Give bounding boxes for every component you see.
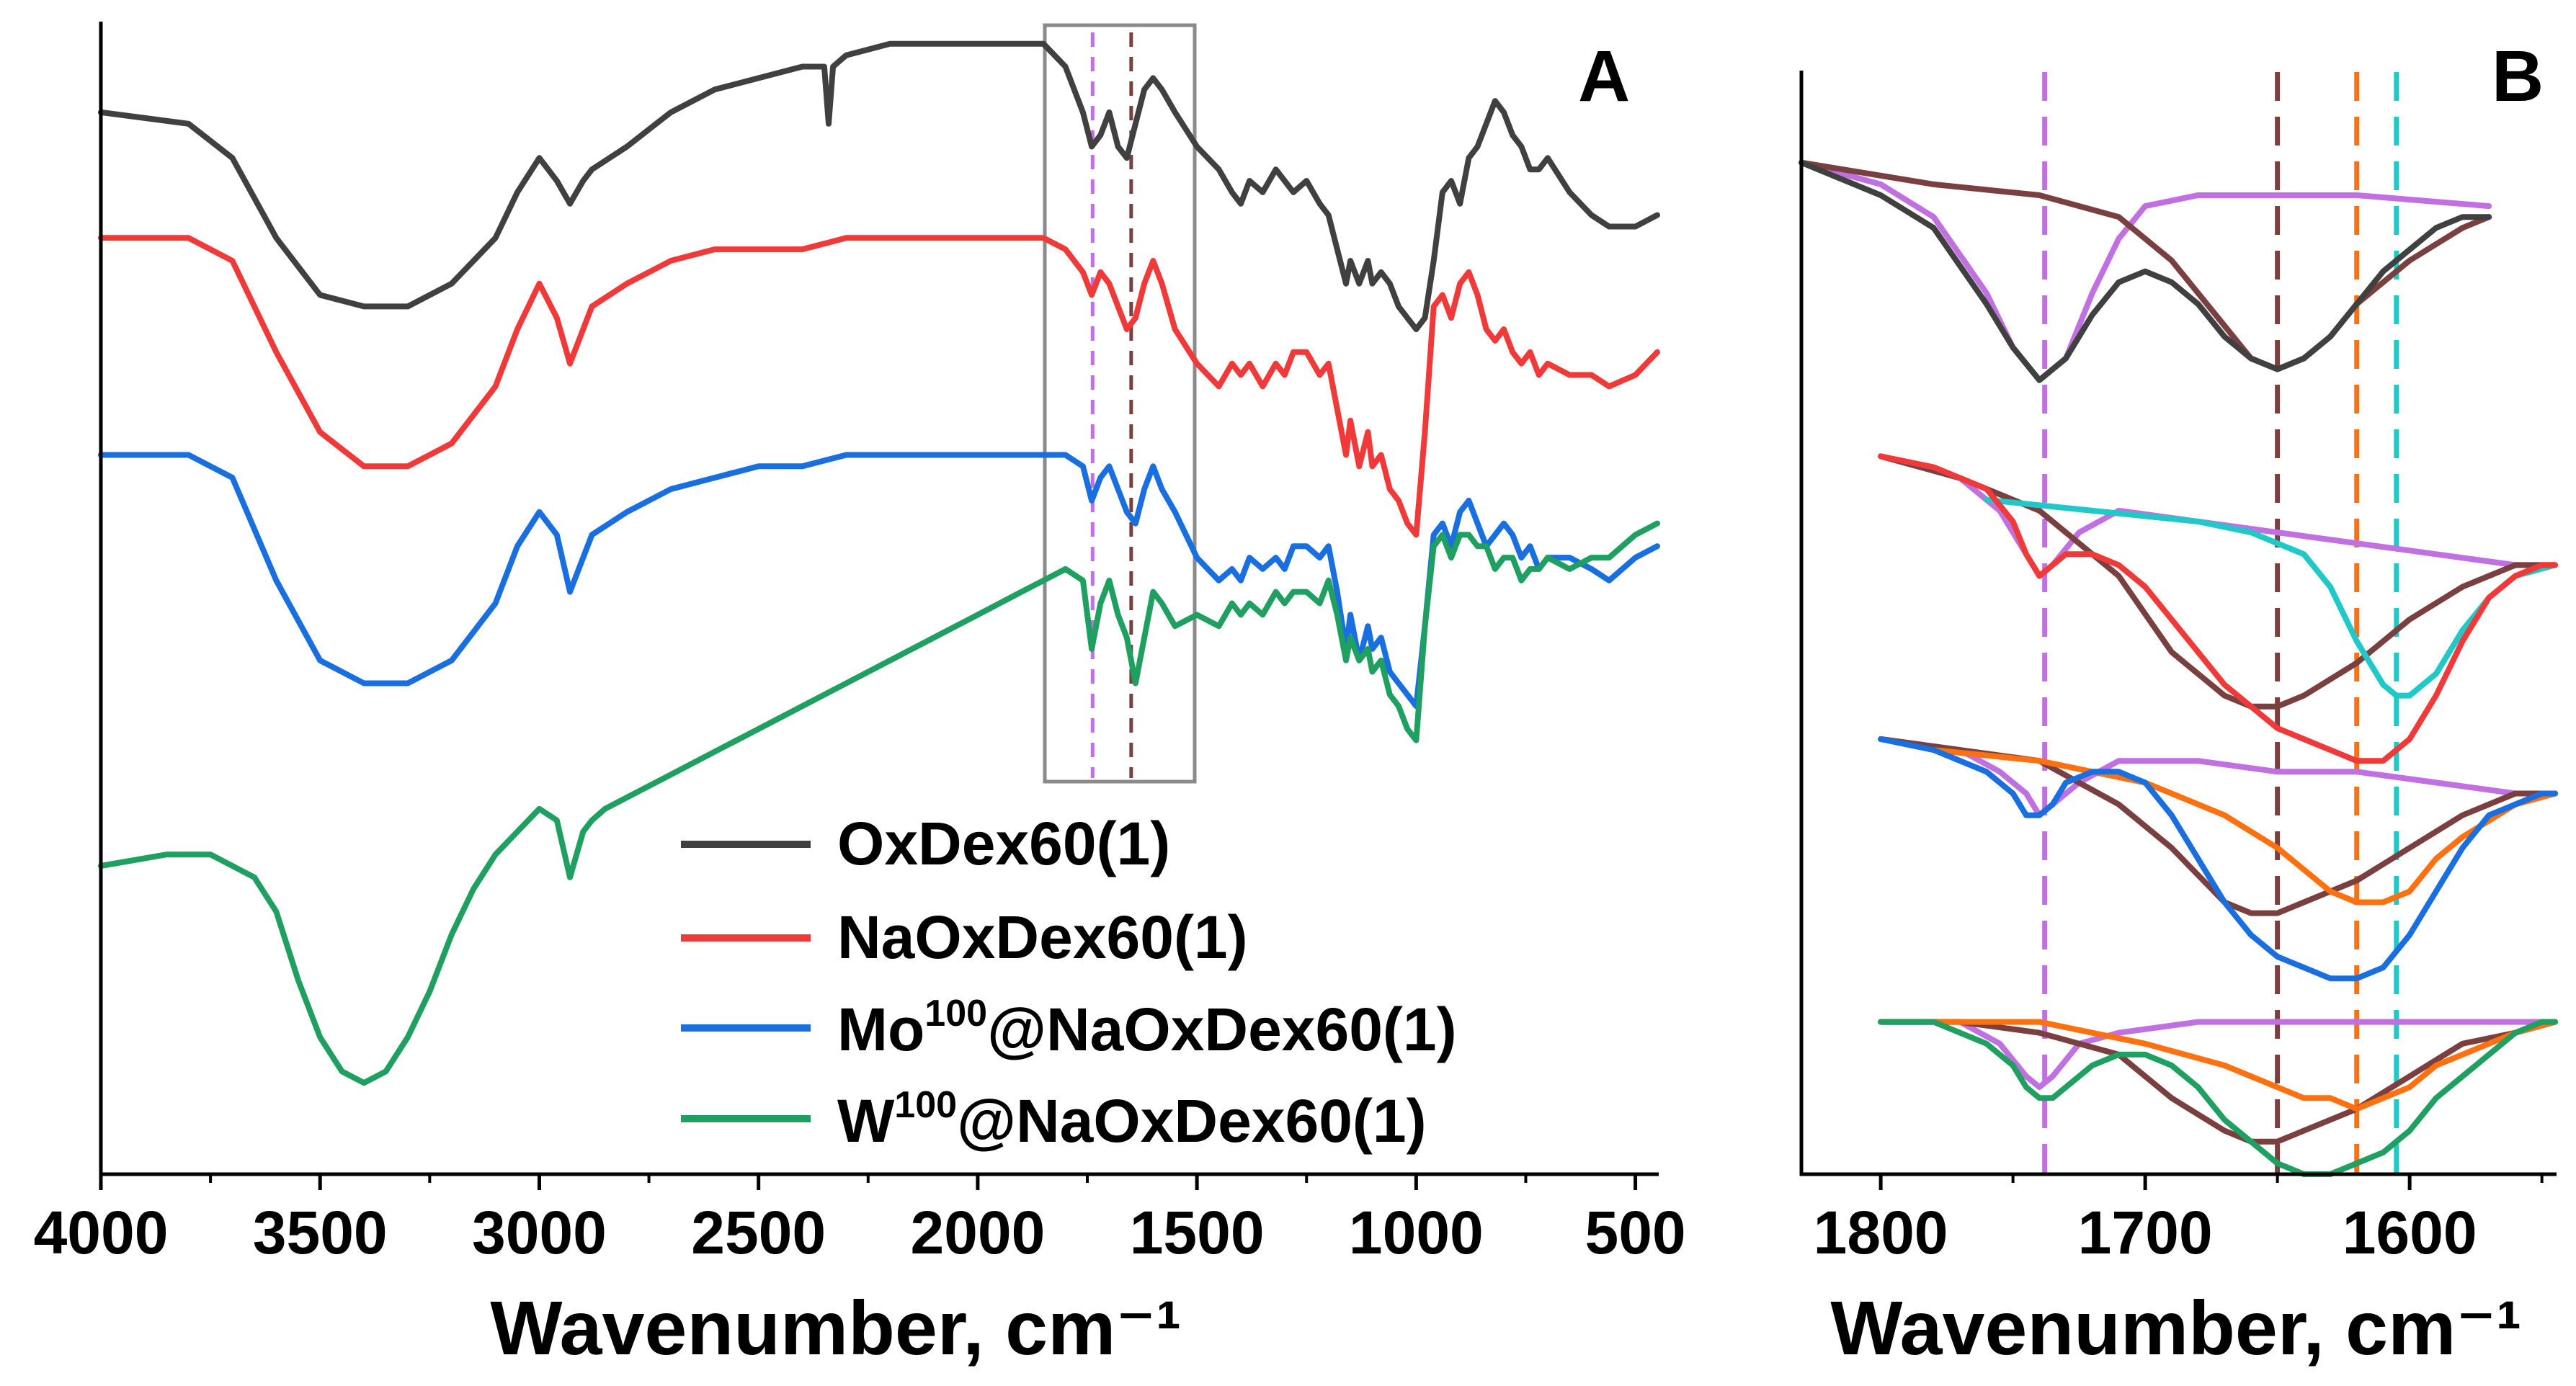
- panel-b-series-0-oxdex60-1-fit-1738-component: [1799, 159, 2492, 383]
- panel-b-x-tick-label-1800: 1800: [1814, 1199, 1948, 1266]
- panel-a-series-0-oxdex60-1: [98, 40, 1660, 333]
- panel-b-x-tick-label-1600: 1600: [2343, 1199, 2477, 1266]
- legend-label-mo: Mo100@NaOxDex60(1): [837, 993, 1457, 1063]
- panel-a-series-1-naoxdex60-1: [98, 235, 1660, 538]
- panel-a-x-tick-label-4000: 4000: [34, 1199, 169, 1266]
- panel-a-ticks: 4000 3500 3000 2500 2000 1500 1000 500: [34, 1174, 1686, 1266]
- legend-label-naoxdex: NaOxDex60(1): [837, 903, 1248, 971]
- panel-b-x-axis-title: Wavenumber, cm⁻¹: [1830, 1286, 2521, 1371]
- panel-a-series-3-w100-naoxdex60-1: [98, 520, 1660, 1086]
- legend-label-oxdex: OxDex60(1): [837, 810, 1170, 877]
- panel-a-x-tick-label-3500: 3500: [253, 1199, 388, 1266]
- panel-b-series-14-w100-naoxdex60-1: [1878, 1019, 2558, 1177]
- panel-b-series-13-w100-naoxdex60-1-fit-1620-component: [1930, 1019, 2558, 1112]
- panel-b-series-11-w100-naoxdex60-1-fit-1738-component: [1878, 1019, 2558, 1091]
- panel-a-letter: A: [1578, 36, 1630, 117]
- panel-b-series-9-mo100-naoxdex60-1-fit-1620-component: [1930, 747, 2558, 906]
- panel-b-series-12-w100-naoxdex60-1-fit-1650-component: [1878, 1019, 2558, 1145]
- panel-b-series-2-oxdex60-1: [1799, 159, 2492, 383]
- panel-b-series: [1799, 159, 2558, 1177]
- panel-b-series-3-naoxdex60-1-fit-1738-component: [1878, 453, 2558, 579]
- legend-label-w: W100@NaOxDex60(1): [837, 1084, 1427, 1155]
- panel-a: 4000 3500 3000 2500 2000 1500 1000 500 A Wavenu…: [34, 22, 1686, 1371]
- panel-b-series-6-naoxdex60-1: [1878, 453, 2558, 764]
- panel-b-series-4-naoxdex60-1-fit-1650-component: [1878, 453, 2558, 710]
- panel-a-x-tick-label-500: 500: [1585, 1199, 1685, 1266]
- panel-a-highlight-box: [1043, 23, 1197, 784]
- panel-a-x-tick-label-1500: 1500: [1130, 1199, 1265, 1266]
- legend: OxDex60(1) NaOxDex60(1) Mo100@NaOxDex60(…: [681, 810, 1457, 1155]
- panel-b-series-10-mo100-naoxdex60-1: [1878, 736, 2558, 982]
- panel-b-series-8-mo100-naoxdex60-1-fit-1650-component: [1878, 736, 2558, 916]
- panel-a-x-axis-title: Wavenumber, cm⁻¹: [490, 1286, 1181, 1371]
- panel-a-series-2-mo100-naoxdex60-1: [98, 452, 1660, 710]
- panel-a-dashed-lines: [1090, 32, 1133, 778]
- panel-b-ticks: 1800 1700 1600: [1814, 1174, 2544, 1266]
- panel-b-letter: B: [2492, 36, 2544, 117]
- panel-a-series: [98, 40, 1660, 1086]
- panel-b-dashed-lines: [2042, 72, 2399, 1174]
- panel-a-x-tick-label-2500: 2500: [691, 1199, 826, 1266]
- panel-b-x-tick-label-1700: 1700: [2078, 1199, 2213, 1266]
- panel-b: 1800 1700 1600 B Wavenumber, cm⁻¹: [1799, 36, 2558, 1371]
- panel-a-x-tick-label-3000: 3000: [472, 1199, 607, 1266]
- panel-a-x-tick-label-1000: 1000: [1349, 1199, 1484, 1266]
- panel-a-x-tick-label-2000: 2000: [910, 1199, 1045, 1266]
